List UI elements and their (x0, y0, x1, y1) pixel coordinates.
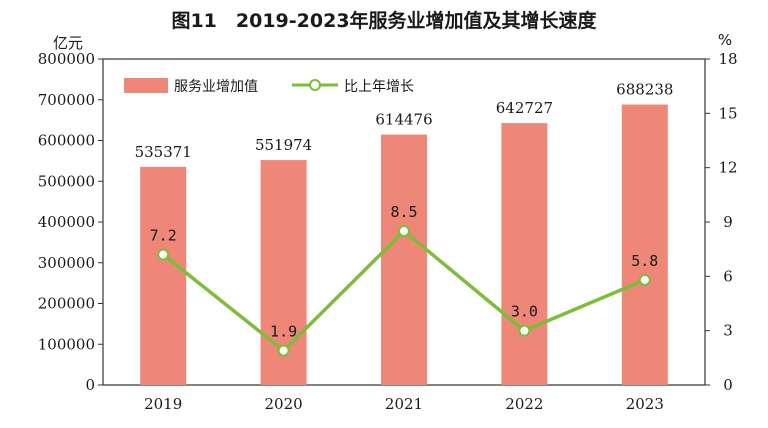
category-label-2023: 2023 (626, 395, 664, 413)
bar-2019 (140, 166, 187, 385)
bar-2022 (501, 123, 548, 385)
right-tick-label-0: 0 (723, 376, 733, 394)
growth-point-2020 (277, 344, 290, 357)
bar-2023 (621, 104, 668, 385)
left-tick-label-0: 0 (85, 376, 95, 394)
growth-value-label-2020: 1.9 (270, 323, 297, 341)
category-label-2020: 2020 (265, 395, 303, 413)
right-tick-label-1: 3 (723, 322, 733, 340)
growth-value-label-2022: 3.0 (511, 303, 538, 321)
left-tick-label-5: 500000 (38, 172, 95, 190)
bar-value-label-2020: 551974 (255, 136, 312, 154)
growth-point-2019 (157, 248, 170, 261)
bar-2021 (381, 134, 427, 385)
right-tick-label-2: 6 (723, 267, 733, 285)
legend-bar-label: 服务业增加值 (174, 79, 258, 95)
legend-line-label: 比上年增长 (344, 79, 414, 95)
legend: 服务业增加值 比上年增长 (124, 78, 414, 95)
growth-value-label-2019: 7.2 (150, 227, 177, 245)
right-axis-unit: % (718, 31, 732, 49)
left-tick-label-7: 700000 (38, 91, 95, 109)
right-tick-label-3: 9 (723, 213, 733, 231)
right-tick-label-4: 12 (718, 159, 737, 177)
left-tick-label-6: 600000 (38, 132, 95, 150)
bar-value-label-2019: 535371 (135, 143, 192, 161)
left-tick-label-8: 800000 (38, 50, 95, 68)
bar-value-label-2021: 614476 (375, 111, 432, 129)
growth-value-label-2021: 8.5 (390, 203, 417, 221)
bar-value-label-2023: 688238 (616, 81, 673, 99)
legend-line-marker (309, 79, 321, 91)
left-tick-label-2: 200000 (38, 295, 95, 313)
bar-value-label-2022: 642727 (496, 99, 553, 117)
left-tick-label-1: 100000 (38, 335, 95, 353)
category-label-2019: 2019 (144, 395, 182, 413)
growth-value-label-2023: 5.8 (631, 252, 658, 270)
category-label-2021: 2021 (385, 395, 423, 413)
growth-point-2023 (638, 273, 651, 286)
left-axis-unit: 亿元 (53, 34, 83, 52)
left-tick-label-4: 400000 (38, 213, 95, 231)
right-tick-label-5: 15 (718, 104, 737, 122)
growth-point-2022 (518, 324, 531, 337)
chart-title: 图11 2019-2023年服务业增加值及其增长速度 (171, 9, 597, 32)
legend-bar-swatch (124, 78, 168, 93)
category-label-2022: 2022 (505, 395, 543, 413)
right-tick-label-6: 18 (718, 50, 737, 68)
growth-point-2021 (398, 225, 410, 238)
left-tick-label-3: 300000 (38, 254, 95, 272)
